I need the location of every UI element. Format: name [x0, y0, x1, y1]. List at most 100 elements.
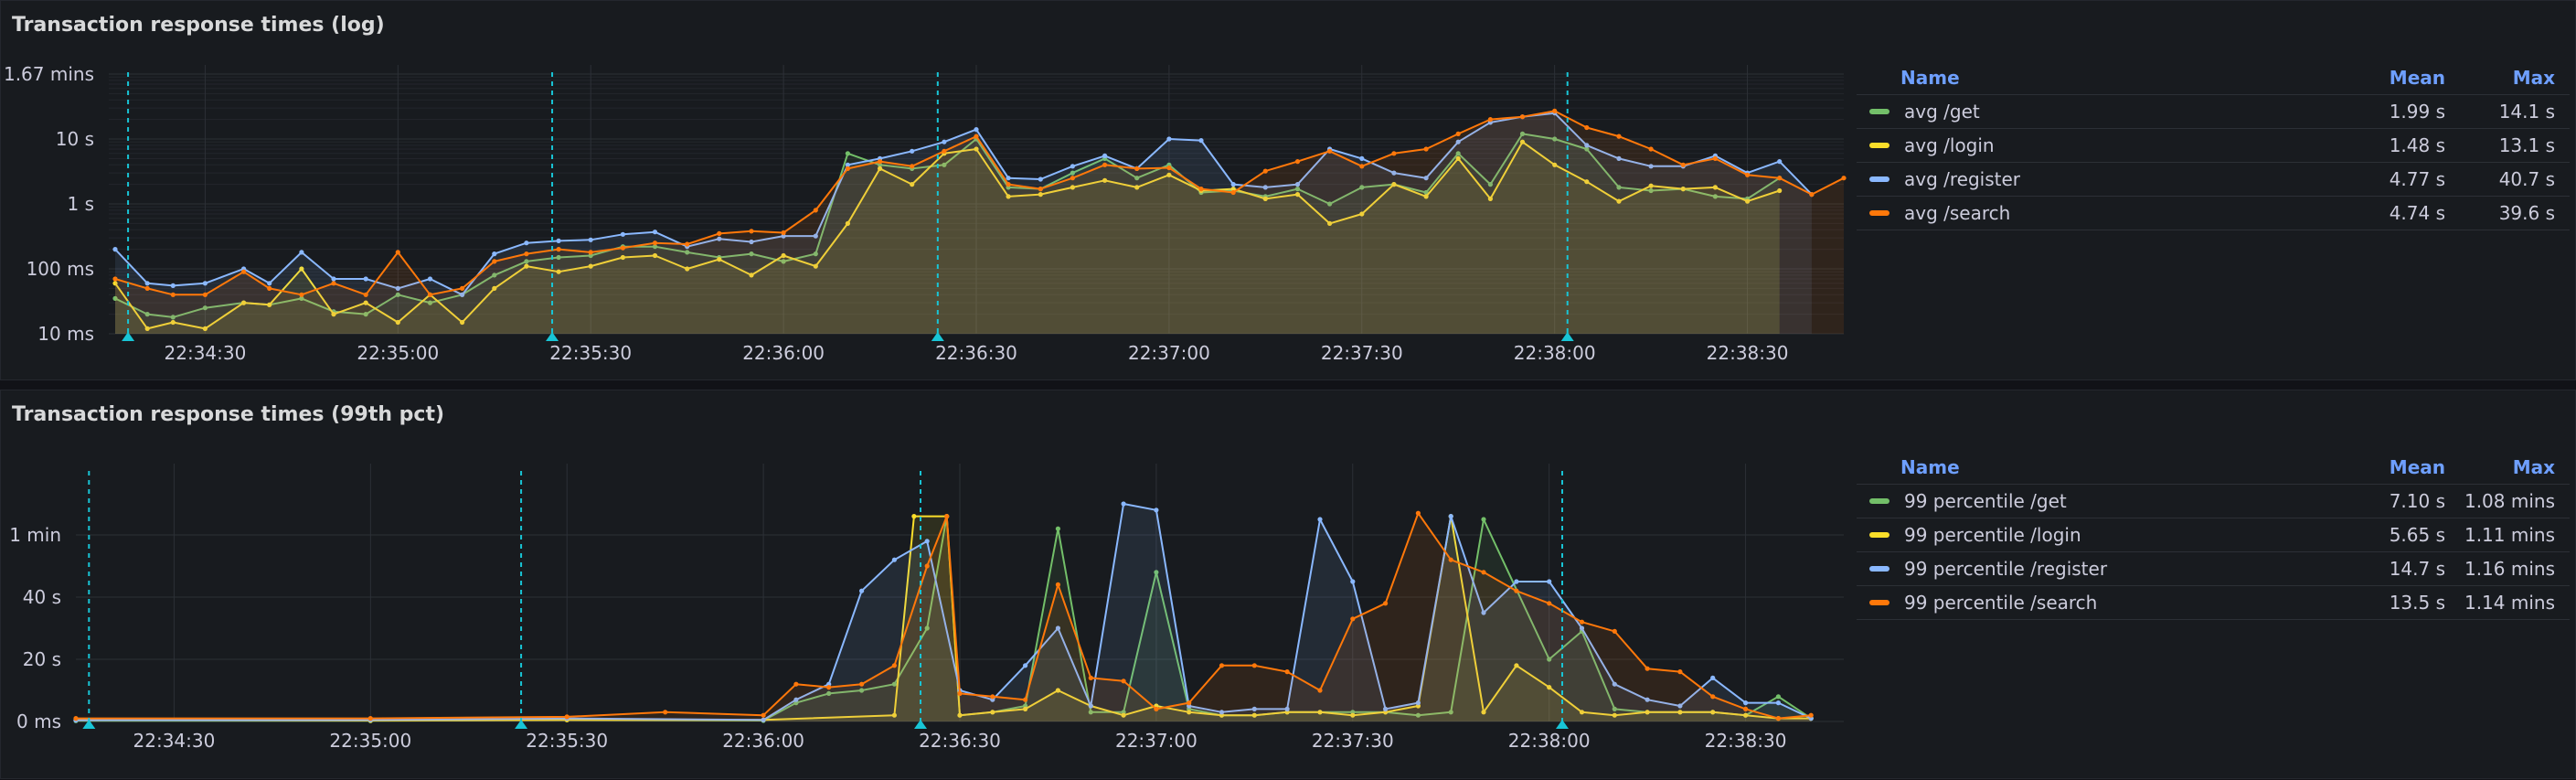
series-avg-search	[112, 108, 1847, 335]
data-point	[1230, 187, 1236, 192]
data-point	[1448, 557, 1453, 562]
data-point	[363, 292, 368, 297]
data-point	[957, 712, 963, 718]
legend-series-name: 99 percentile /get	[1857, 490, 2317, 512]
data-point	[1552, 108, 1558, 113]
data-point	[1006, 194, 1011, 199]
series-line	[75, 515, 1812, 721]
legend-mean: 4.74 s	[2389, 202, 2445, 224]
series-99-percentile-register	[73, 501, 1814, 723]
data-point	[910, 182, 915, 187]
data-point	[1198, 138, 1204, 144]
data-point	[1317, 688, 1323, 693]
data-point	[395, 285, 400, 291]
data-point	[1023, 706, 1028, 711]
data-point	[1712, 185, 1718, 190]
data-point	[1612, 712, 1617, 718]
data-point	[1514, 663, 1519, 668]
legend-series-name: avg /get	[1857, 101, 2317, 123]
x-tick-label: 22:38:00	[1508, 730, 1591, 752]
data-point	[299, 250, 304, 255]
data-point	[1481, 517, 1486, 522]
data-point	[944, 514, 950, 519]
data-point	[170, 292, 176, 297]
data-point	[202, 292, 208, 297]
y-tick-label: 0 ms	[16, 711, 61, 732]
data-point	[1350, 712, 1356, 718]
annotation-marker	[515, 720, 528, 729]
data-point	[1841, 176, 1847, 181]
data-point	[1616, 134, 1622, 139]
data-point	[112, 295, 118, 301]
data-point	[1294, 182, 1301, 187]
data-point	[1710, 710, 1716, 715]
data-point	[924, 625, 930, 631]
legend-col-max[interactable]: Max	[2512, 67, 2555, 89]
data-point	[1547, 579, 1552, 584]
series-area	[115, 134, 1780, 334]
data-point	[685, 266, 690, 272]
data-point	[1423, 194, 1429, 199]
legend-series-name: 99 percentile /search	[1857, 592, 2317, 614]
legend-col-mean[interactable]: Mean	[2389, 456, 2445, 478]
data-point	[1645, 697, 1650, 702]
data-point	[652, 240, 658, 246]
legend-item[interactable]: 99 percentile /login 5.65 s 1.11 mins	[1857, 518, 2570, 552]
data-point	[267, 281, 272, 286]
y-tick-label: 20 s	[23, 648, 61, 670]
data-point	[170, 319, 176, 326]
data-point	[1088, 675, 1093, 680]
data-point	[1134, 166, 1140, 171]
series-area	[115, 112, 1812, 334]
data-point	[1547, 685, 1552, 690]
data-point	[112, 276, 118, 282]
data-point	[974, 134, 979, 139]
legend-mean: 1.99 s	[2389, 101, 2445, 123]
data-point	[749, 251, 754, 257]
data-point	[1006, 176, 1011, 181]
legend-item[interactable]: 99 percentile /get 7.10 s 1.08 mins	[1857, 485, 2570, 518]
legend-item[interactable]: avg /search 4.74 s 39.6 s	[1857, 197, 2570, 230]
legend-col-name[interactable]: Name	[1900, 67, 1960, 89]
data-point	[1317, 710, 1323, 715]
legend-header: Name Mean Max	[1857, 61, 2570, 95]
data-point	[1102, 153, 1108, 158]
legend-item[interactable]: avg /get 1.99 s 14.1 s	[1857, 95, 2570, 129]
data-point	[1743, 700, 1749, 706]
data-point	[524, 263, 529, 269]
x-tick-label: 22:34:30	[165, 342, 247, 364]
data-point	[911, 514, 917, 519]
data-point	[1251, 712, 1257, 718]
legend-col-mean[interactable]: Mean	[2389, 67, 2445, 89]
legend-col-max[interactable]: Max	[2512, 456, 2555, 478]
legend-item[interactable]: 99 percentile /register 14.7 s 1.16 mins	[1857, 552, 2570, 586]
legend-col-name[interactable]: Name	[1900, 456, 1960, 478]
data-point	[1350, 579, 1356, 584]
data-point	[1166, 165, 1172, 171]
data-point	[1391, 182, 1397, 187]
data-point	[1070, 170, 1075, 176]
data-point	[1187, 710, 1192, 715]
data-point	[1262, 185, 1268, 190]
data-point	[859, 681, 865, 687]
legend-series-name: avg /register	[1857, 168, 2317, 190]
legend-item[interactable]: avg /login 1.48 s 13.1 s	[1857, 129, 2570, 163]
data-point	[492, 259, 497, 264]
series-line	[75, 503, 1812, 721]
legend-item[interactable]: avg /register 4.77 s 40.7 s	[1857, 163, 2570, 197]
data-point	[910, 148, 915, 154]
legend-item[interactable]: 99 percentile /search 13.5 s 1.14 mins	[1857, 586, 2570, 620]
x-tick-label: 22:37:30	[1321, 342, 1403, 364]
legend-max: 39.6 s	[2498, 202, 2555, 224]
data-point	[813, 263, 818, 269]
legend-mean: 4.77 s	[2389, 168, 2445, 190]
legend-series-name: avg /login	[1857, 134, 2317, 156]
data-point	[793, 697, 799, 702]
x-tick-label: 22:35:00	[329, 730, 411, 752]
x-tick-label: 22:38:30	[1705, 730, 1787, 752]
annotation-marker	[1555, 720, 1569, 729]
data-point	[112, 247, 118, 252]
data-point	[1121, 712, 1126, 718]
legend-max: 1.14 mins	[2464, 592, 2555, 614]
legend-swatch	[1869, 210, 1889, 216]
